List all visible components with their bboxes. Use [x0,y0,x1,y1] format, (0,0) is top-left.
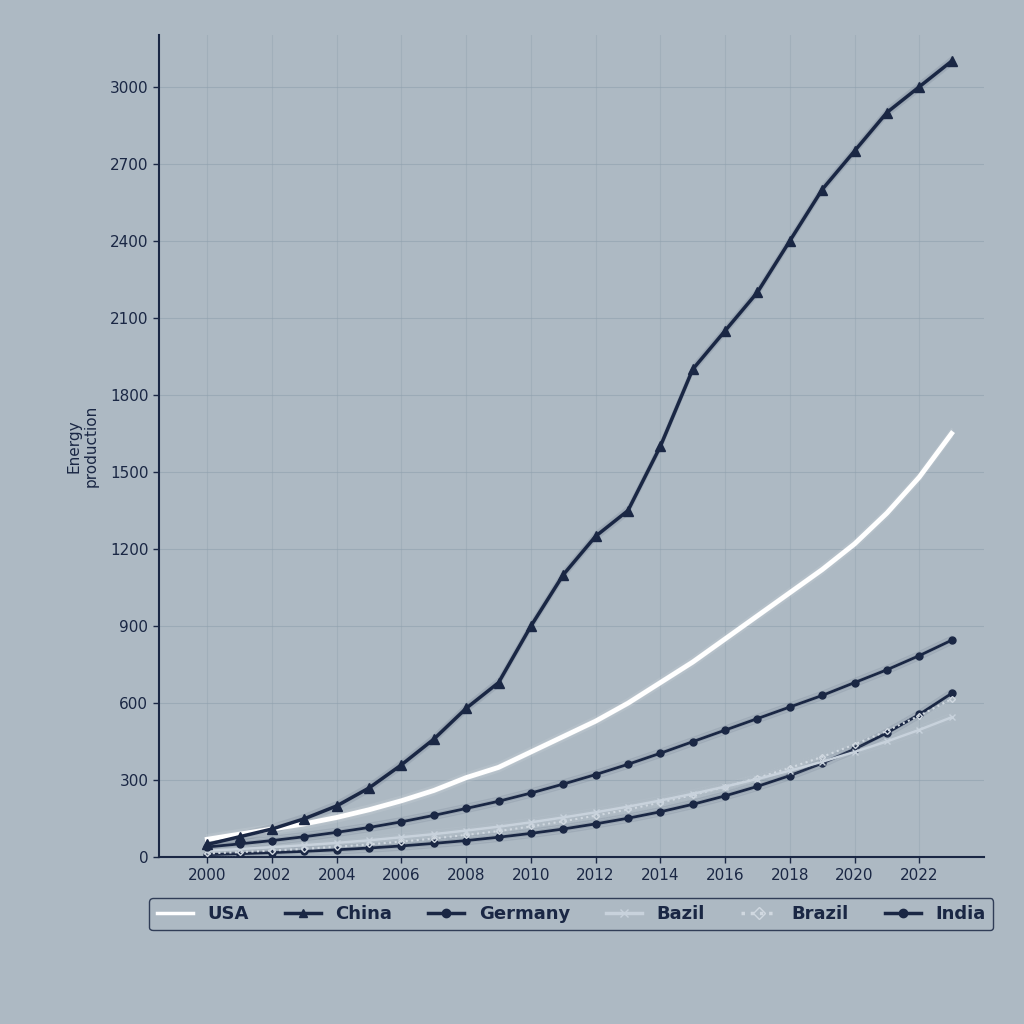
Y-axis label: Energy
production: Energy production [67,406,98,487]
Legend: USA, China, Germany, Bazil, Brazil, India: USA, China, Germany, Bazil, Brazil, Indi… [150,898,993,931]
